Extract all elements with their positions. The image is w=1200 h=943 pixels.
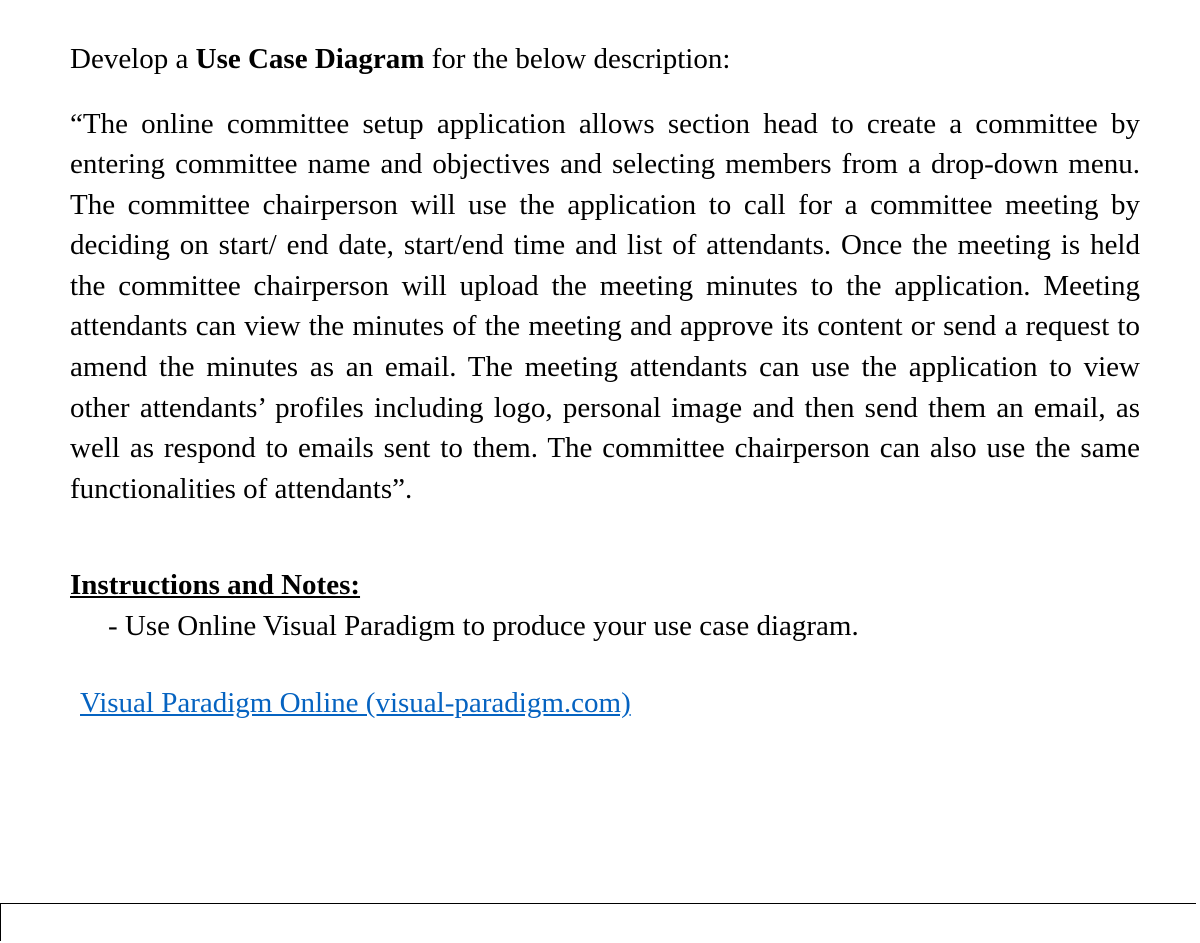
table-border-fragment bbox=[0, 903, 1196, 941]
intro-line: Develop a Use Case Diagram for the below… bbox=[70, 38, 1140, 82]
visual-paradigm-link[interactable]: Visual Paradigm Online (visual-paradigm.… bbox=[70, 687, 631, 719]
intro-prefix: Develop a bbox=[70, 43, 196, 75]
intro-bold: Use Case Diagram bbox=[196, 43, 425, 75]
description-paragraph: “The online committee setup application … bbox=[70, 104, 1140, 510]
intro-suffix: for the below description: bbox=[424, 43, 730, 75]
link-row: Visual Paradigm Online (visual-paradigm.… bbox=[70, 687, 1140, 720]
instruction-item: - Use Online Visual Paradigm to produce … bbox=[70, 606, 1140, 647]
instructions-heading: Instructions and Notes: bbox=[70, 569, 1140, 602]
